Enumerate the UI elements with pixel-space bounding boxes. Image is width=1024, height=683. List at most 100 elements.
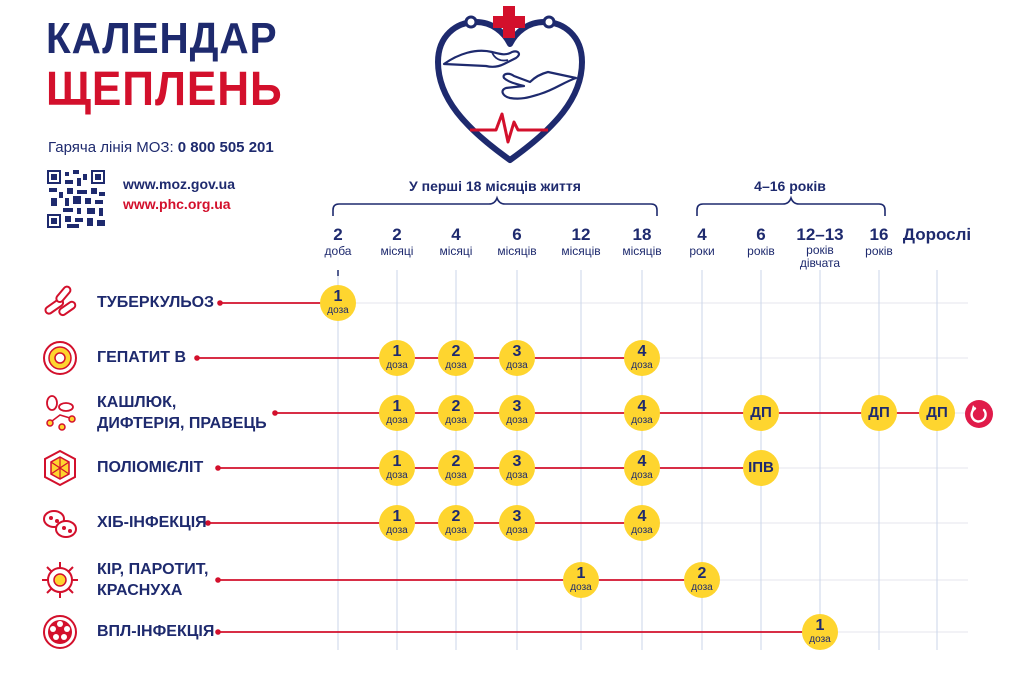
dose-marker: 3 доза — [499, 450, 535, 486]
dose-number: 2 — [451, 453, 461, 470]
dose-unit: доза — [506, 360, 528, 371]
row-start-dot — [215, 629, 221, 635]
dose-marker: ДП — [743, 395, 779, 431]
dose-number: ДП — [926, 404, 948, 421]
dose-unit: доза — [445, 415, 467, 426]
row-start-dot — [194, 355, 200, 361]
column-header-unit: років дівчата — [799, 243, 841, 270]
column-header-unit: доба — [324, 244, 352, 258]
column-header-value: Дорослі — [902, 225, 972, 244]
dose-marker: 1 доза — [379, 450, 415, 486]
dose-unit: доза — [386, 470, 408, 481]
dose-unit: доза — [386, 415, 408, 426]
repeat-icon — [965, 400, 993, 428]
dose-unit: доза — [506, 525, 528, 536]
dose-marker: 3 доза — [499, 340, 535, 376]
dose-unit: доза — [506, 470, 528, 481]
dose-marker: 1 доза — [563, 562, 599, 598]
qr-code-icon — [47, 170, 105, 228]
dose-number: 4 — [637, 508, 647, 525]
hpv-icon — [43, 615, 77, 649]
title-line-2: ЩЕПЛЕНЬ — [46, 63, 283, 116]
disease-name: ГЕПАТИТ В — [97, 349, 187, 366]
column-header-value: 2 — [333, 225, 343, 244]
dose-number: 3 — [512, 453, 522, 470]
dose-number: ІПВ — [748, 459, 774, 476]
dose-marker: 2 доза — [684, 562, 720, 598]
dose-unit: доза — [386, 525, 408, 536]
column-header-unit: місяці — [380, 244, 414, 258]
dose-marker: 1 доза — [379, 505, 415, 541]
column-header: 2 місяці — [357, 225, 437, 259]
dose-marker: 4 доза — [624, 450, 660, 486]
dose-unit: доза — [809, 634, 831, 645]
disease-name: ХІБ-ІНФЕКЦІЯ — [97, 514, 207, 531]
column-header-value: 12–13 — [796, 225, 844, 244]
dose-marker: 1 доза — [802, 614, 838, 650]
dose-unit: доза — [631, 525, 653, 536]
dose-number: 1 — [333, 288, 343, 305]
dose-marker: 4 доза — [624, 340, 660, 376]
dose-number: ДП — [868, 404, 890, 421]
column-header-unit: місяці — [439, 244, 473, 258]
dose-number: 1 — [392, 343, 402, 360]
disease-name: КІР, ПАРОТИТ, КРАСНУХА — [97, 561, 209, 599]
dose-marker: 1 доза — [320, 285, 356, 321]
dose-unit: доза — [327, 305, 349, 316]
measles-icon — [42, 562, 78, 598]
row-start-dot — [215, 577, 221, 583]
polio-icon — [44, 449, 76, 487]
dose-number: ДП — [750, 404, 772, 421]
column-header-unit: років — [747, 244, 775, 258]
dose-marker: 2 доза — [438, 505, 474, 541]
heart-stethoscope-logo — [435, 6, 585, 163]
dose-number: 2 — [451, 398, 461, 415]
dose-number: 4 — [637, 343, 647, 360]
dose-marker: 3 доза — [499, 505, 535, 541]
dose-unit: доза — [631, 470, 653, 481]
dose-unit: доза — [386, 360, 408, 371]
disease-name: КАШЛЮК, ДИФТЕРІЯ, ПРАВЕЦЬ — [97, 394, 267, 432]
dose-number: 4 — [637, 398, 647, 415]
column-header-value: 12 — [571, 225, 591, 244]
dose-unit: доза — [445, 470, 467, 481]
column-header-value: 2 — [392, 225, 402, 244]
dose-unit: доза — [506, 415, 528, 426]
column-header: 12 місяців — [541, 225, 621, 259]
dose-marker: 2 доза — [438, 340, 474, 376]
dose-number: 2 — [451, 343, 461, 360]
row-start-dot — [272, 410, 278, 416]
dose-number: 1 — [392, 508, 402, 525]
dose-marker: 1 доза — [379, 340, 415, 376]
tuberculosis-icon — [44, 285, 77, 317]
row-start-dot — [217, 300, 223, 306]
column-header-value: 16 — [869, 225, 889, 244]
dose-number: 1 — [392, 398, 402, 415]
pertussis-icon — [46, 395, 76, 431]
phc-link[interactable]: www.phc.org.ua — [123, 196, 231, 212]
dose-unit: доза — [445, 360, 467, 371]
column-header-value: 4 — [451, 225, 461, 244]
column-header-unit: місяців — [561, 244, 601, 258]
column-header: 18 місяців — [602, 225, 682, 259]
dose-marker: ДП — [861, 395, 897, 431]
group-4-16-years: 4–16 років — [754, 178, 826, 194]
dose-marker: 3 доза — [499, 395, 535, 431]
column-header: 4 роки — [662, 226, 742, 259]
dose-unit: доза — [445, 525, 467, 536]
column-header: Дорослі — [897, 226, 977, 244]
column-header-value: 18 — [632, 225, 652, 244]
dose-marker: 1 доза — [379, 395, 415, 431]
moz-link[interactable]: www.moz.gov.ua — [123, 176, 236, 192]
hotline: Гаряча лінія МОЗ: 0 800 505 201 — [48, 139, 274, 156]
column-header-unit: років — [865, 244, 893, 258]
column-header-value: 6 — [756, 225, 766, 244]
dose-number: 4 — [637, 453, 647, 470]
disease-name: ТУБЕРКУЛЬОЗ — [97, 294, 215, 311]
dose-unit: доза — [691, 582, 713, 593]
column-header-value: 6 — [512, 225, 522, 244]
column-header: 2 доба — [298, 225, 378, 259]
column-header: 12–13 років дівчата — [780, 226, 860, 270]
row-start-dot — [205, 520, 211, 526]
dose-number: 3 — [512, 508, 522, 525]
